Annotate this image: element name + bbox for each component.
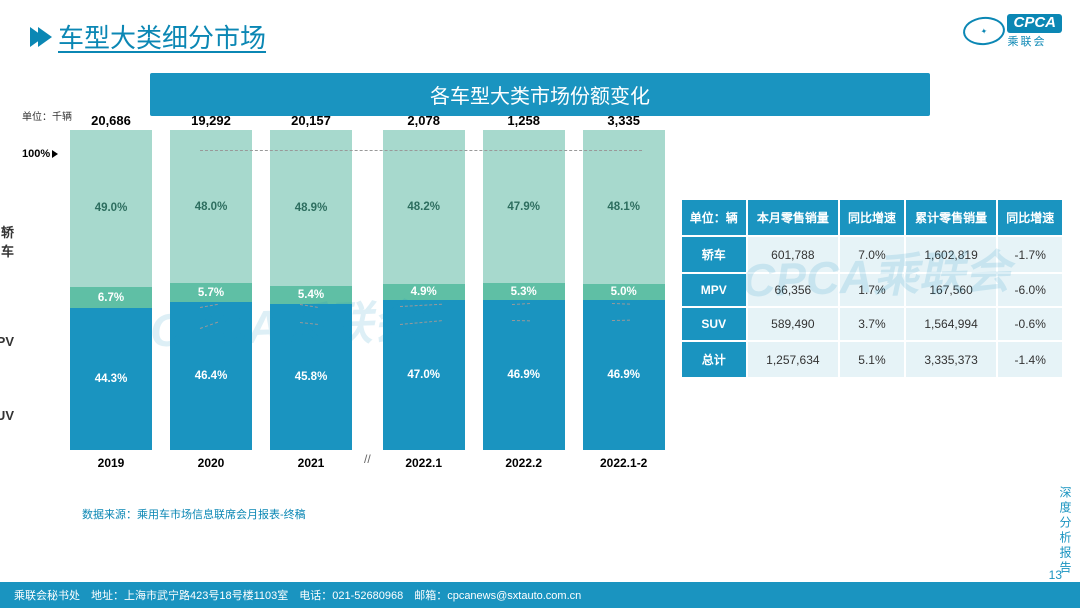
category-label: 轿车 — [1, 222, 14, 260]
bar-segment: 5.0% — [583, 284, 665, 300]
category-label: MPV — [0, 334, 14, 349]
table-cell: 1,602,819 — [906, 237, 997, 272]
table-row-head: 轿车 — [682, 237, 746, 272]
bar-segment: 48.1% — [583, 130, 665, 284]
y-axis-100-marker: 100% — [22, 148, 58, 160]
category-label: SUV — [0, 408, 14, 423]
logo-text-top: CPCA — [1007, 14, 1062, 33]
footer-bar: 乘联会秘书处 地址：上海市武宁路423号18号楼1103室 电话：021-526… — [0, 582, 1080, 608]
chart-unit-label: 单位：千辆 — [22, 108, 72, 123]
bar-segment: 5.4% — [270, 286, 352, 303]
connector-line — [200, 150, 642, 151]
bar-x-label: 2022.2 — [505, 456, 542, 470]
table-row: SUV589,4903.7%1,564,994-0.6% — [682, 308, 1062, 340]
table-cell: 589,490 — [748, 308, 839, 340]
stacked-bar: 48.0%5.7%46.4% — [170, 130, 252, 450]
table-column-header: 同比增速 — [840, 200, 904, 235]
bar-group: 19,292 48.0%5.7%46.4% 2020 — [170, 113, 252, 470]
table-cell: -6.0% — [998, 274, 1062, 306]
page-number: 13 — [1049, 568, 1062, 582]
table-cell: 1.7% — [840, 274, 904, 306]
bar-x-label: 2019 — [98, 456, 125, 470]
bar-segment: 46.9% — [583, 300, 665, 450]
bar-segment: 44.3% — [70, 308, 152, 450]
bar-segment: 49.0% — [70, 130, 152, 287]
axis-break-mark: // — [364, 452, 371, 466]
table-column-header: 累计零售销量 — [906, 200, 997, 235]
bar-segment: 46.9% — [483, 300, 565, 450]
table-cell: -1.7% — [998, 237, 1062, 272]
bar-segment: 5.7% — [170, 283, 252, 301]
stacked-bar: 49.0%6.7%44.3% — [70, 130, 152, 450]
bar-segment: 48.0% — [170, 130, 252, 283]
bar-segment: 6.7% — [70, 287, 152, 308]
table-cell: 167,560 — [906, 274, 997, 306]
table-row: 总计1,257,6345.1%3,335,373-1.4% — [682, 342, 1062, 377]
logo-text-sub: 乘联会 — [1007, 33, 1062, 49]
summary-table: 单位：辆本月零售销量同比增速累计零售销量同比增速轿车601,7887.0%1,6… — [680, 198, 1064, 522]
bar-x-label: 2020 — [198, 456, 225, 470]
bar-segment: 48.2% — [383, 130, 465, 284]
bar-group: 2,078 48.2%4.9%47.0% 2022.1 — [383, 113, 465, 470]
connector-line — [512, 320, 530, 321]
bar-segment: 45.8% — [270, 304, 352, 450]
chevron-icon — [30, 27, 46, 47]
table-cell: -1.4% — [998, 342, 1062, 377]
stacked-bar: 47.9%5.3%46.9% — [483, 130, 565, 450]
bar-segment: 4.9% — [383, 284, 465, 300]
bar-x-label: 2022.1 — [405, 456, 442, 470]
side-report-label: 深度分析报告 — [1057, 486, 1074, 576]
table-column-header: 本月零售销量 — [748, 200, 839, 235]
brand-logo: ✦ CPCA 乘联会 — [963, 14, 1062, 49]
bar-total-label: 19,292 — [191, 113, 231, 128]
stacked-bar-chart: 单位：千辆 100% 轿车MPVSUV 20,68649.0%6.7%44.3%… — [22, 130, 670, 522]
table-row: 轿车601,7887.0%1,602,819-1.7% — [682, 237, 1062, 272]
bar-x-label: 2021 — [298, 456, 325, 470]
table-row-head: SUV — [682, 308, 746, 340]
bar-total-label: 1,258 — [507, 113, 540, 128]
table-cell: 5.1% — [840, 342, 904, 377]
table-cell: 3.7% — [840, 308, 904, 340]
table-row-head: 总计 — [682, 342, 746, 377]
bar-group: 1,258 47.9%5.3%46.9% 2022.2 — [483, 113, 565, 470]
table-row-head: MPV — [682, 274, 746, 306]
table-cell: 601,788 — [748, 237, 839, 272]
stacked-bar: 48.2%4.9%47.0% — [383, 130, 465, 450]
bar-group: 3,335 48.1%5.0%46.9% 2022.1-2 — [583, 113, 665, 470]
table-cell: 1,257,634 — [748, 342, 839, 377]
bar-total-label: 3,335 — [607, 113, 640, 128]
bar-total-label: 2,078 — [407, 113, 440, 128]
footer-text: 乘联会秘书处 地址：上海市武宁路423号18号楼1103室 电话：021-526… — [14, 587, 581, 603]
table-column-header: 同比增速 — [998, 200, 1062, 235]
table-cell: 1,564,994 — [906, 308, 997, 340]
bar-total-label: 20,686 — [91, 113, 131, 128]
bar-segment: 5.3% — [483, 283, 565, 300]
table-cell: 7.0% — [840, 237, 904, 272]
bar-total-label: 20,157 — [291, 113, 331, 128]
table-cell: 3,335,373 — [906, 342, 997, 377]
table-row: MPV66,3561.7%167,560-6.0% — [682, 274, 1062, 306]
data-source-note: 数据来源：乘用车市场信息联席会月报表-终稿 — [82, 506, 670, 522]
bar-group: 20,157 48.9%5.4%45.8% 2021 — [270, 113, 352, 470]
page-title: 车型大类细分市场 — [58, 18, 266, 55]
stacked-bar: 48.9%5.4%45.8% — [270, 130, 352, 450]
bar-group: 20,686 49.0%6.7%44.3% 2019 — [70, 113, 152, 470]
table-cell: 66,356 — [748, 274, 839, 306]
chart-banner-title: 各车型大类市场份额变化 — [150, 73, 930, 116]
bar-x-label: 2022.1-2 — [600, 456, 647, 470]
table-unit-header: 单位：辆 — [682, 200, 746, 235]
stacked-bar: 48.1%5.0%46.9% — [583, 130, 665, 450]
table-cell: -0.6% — [998, 308, 1062, 340]
bar-segment: 48.9% — [270, 130, 352, 286]
bar-segment: 47.9% — [483, 130, 565, 283]
